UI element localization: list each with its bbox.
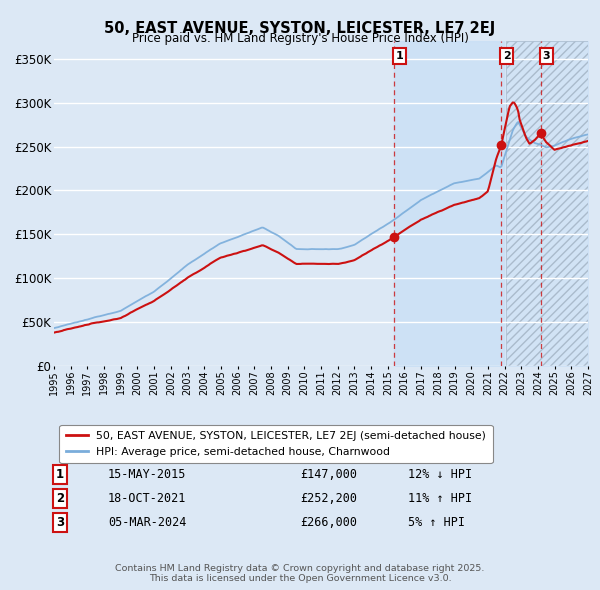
Text: Price paid vs. HM Land Registry's House Price Index (HPI): Price paid vs. HM Land Registry's House …: [131, 32, 469, 45]
Text: 18-OCT-2021: 18-OCT-2021: [108, 492, 187, 505]
Legend: 50, EAST AVENUE, SYSTON, LEICESTER, LE7 2EJ (semi-detached house), HPI: Average : 50, EAST AVENUE, SYSTON, LEICESTER, LE7 …: [59, 425, 493, 463]
Text: 2: 2: [503, 51, 511, 61]
Text: 15-MAY-2015: 15-MAY-2015: [108, 468, 187, 481]
Text: 5% ↑ HPI: 5% ↑ HPI: [408, 516, 465, 529]
Text: £252,200: £252,200: [300, 492, 357, 505]
Text: £266,000: £266,000: [300, 516, 357, 529]
Text: Contains HM Land Registry data © Crown copyright and database right 2025.
This d: Contains HM Land Registry data © Crown c…: [115, 563, 485, 583]
Text: 3: 3: [56, 516, 64, 529]
Text: 1: 1: [56, 468, 64, 481]
Text: 11% ↑ HPI: 11% ↑ HPI: [408, 492, 472, 505]
Text: 12% ↓ HPI: 12% ↓ HPI: [408, 468, 472, 481]
Text: 3: 3: [542, 51, 550, 61]
Text: 50, EAST AVENUE, SYSTON, LEICESTER, LE7 2EJ: 50, EAST AVENUE, SYSTON, LEICESTER, LE7 …: [104, 21, 496, 35]
Text: 1: 1: [395, 51, 403, 61]
Text: 2: 2: [56, 492, 64, 505]
Text: £147,000: £147,000: [300, 468, 357, 481]
Text: 05-MAR-2024: 05-MAR-2024: [108, 516, 187, 529]
